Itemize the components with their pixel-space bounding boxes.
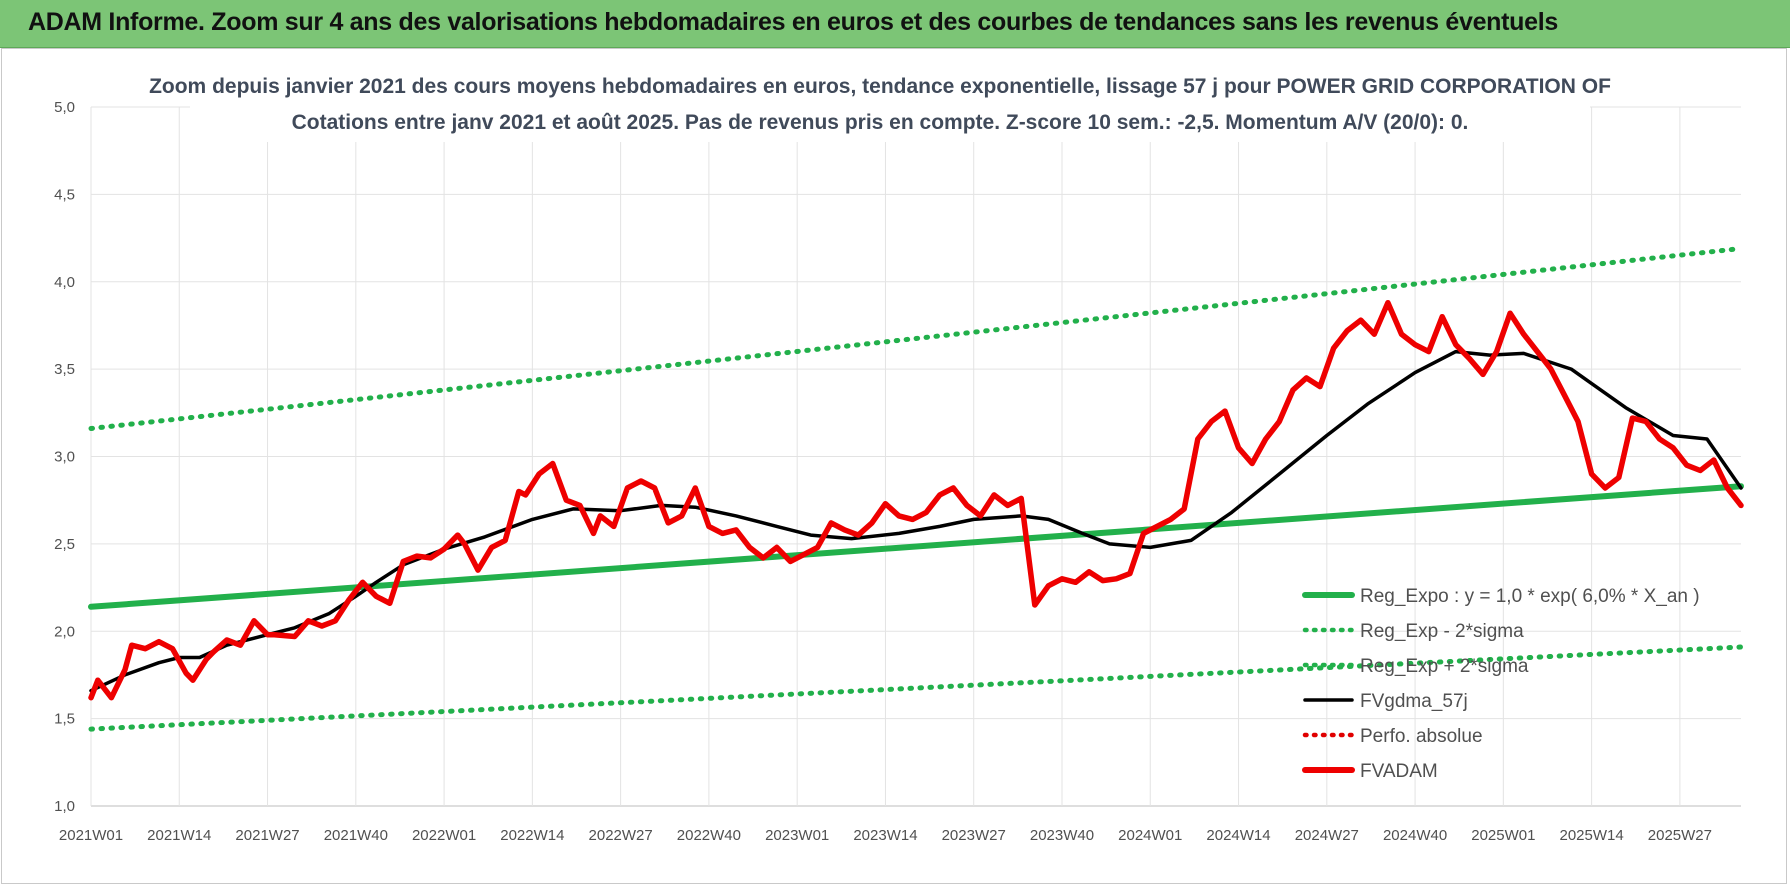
legend-reg-exp-plus-label: Reg_Exp + 2*sigma (1360, 656, 1529, 677)
x-tick-label: 2025W14 (1560, 827, 1624, 844)
x-tick-label: 2023W40 (1030, 827, 1094, 844)
chart-frame (1, 48, 1787, 884)
title-banner: ADAM Informe. Zoom sur 4 ans des valoris… (0, 0, 1790, 48)
x-tick-label: 2025W01 (1471, 827, 1535, 844)
x-tick-label: 2023W27 (942, 827, 1006, 844)
chart-axes: 1,0 1,5 2,0 2,5 3,0 3,5 4,0 4,5 5,0 2021W01 2021W1… (54, 99, 1712, 844)
x-tick-label: 2022W14 (500, 827, 564, 844)
x-tick-label: 2023W14 (853, 827, 917, 844)
x-tick-label: 2024W40 (1383, 827, 1447, 844)
x-tick-label: 2023W01 (765, 827, 829, 844)
legend-reg-exp-minus-label: Reg_Exp - 2*sigma (1360, 621, 1524, 642)
x-tick-label: 2025W27 (1648, 827, 1712, 844)
y-tick-label: 5,0 (54, 99, 75, 116)
x-tick-label: 2022W27 (589, 827, 653, 844)
chart-title: Zoom depuis janvier 2021 des cours moyen… (149, 75, 1611, 98)
legend-fvadam-label: FVADAM (1360, 761, 1438, 782)
chart-grid (90, 70, 1741, 807)
y-tick-label: 4,5 (54, 186, 75, 203)
title-backdrop (190, 70, 1590, 142)
x-tick-label: 2021W40 (324, 827, 388, 844)
chart-series (88, 246, 1744, 732)
chart-legend: Reg_Expo : y = 1,0 * exp( 6,0% * X_an ) R… (1302, 586, 1700, 782)
chart-subtitle: Cotations entre janv 2021 et août 2025. … (292, 111, 1469, 134)
y-tick-label: 1,0 (54, 798, 75, 815)
fvadam-line (88, 299, 1744, 701)
y-tick-label: 2,0 (54, 623, 75, 640)
y-tick-label: 4,0 (54, 274, 75, 291)
x-tick-label: 2022W40 (677, 827, 741, 844)
y-tick-label: 2,5 (54, 536, 75, 553)
legend-reg-expo-label: Reg_Expo : y = 1,0 * exp( 6,0% * X_an ) (1360, 586, 1700, 607)
y-tick-label: 3,0 (54, 449, 75, 466)
x-tick-label: 2021W14 (147, 827, 211, 844)
x-tick-label: 2024W27 (1295, 827, 1359, 844)
reg-exp-plus-2sigma-line (88, 246, 1744, 431)
x-tick-label: 2022W01 (412, 827, 476, 844)
x-tick-label: 2021W01 (59, 827, 123, 844)
banner-title: ADAM Informe. Zoom sur 4 ans des valoris… (28, 8, 1558, 36)
x-tick-label: 2024W14 (1206, 827, 1270, 844)
y-tick-label: 3,5 (54, 361, 75, 378)
x-tick-label: 2024W01 (1118, 827, 1182, 844)
y-tick-label: 1,5 (54, 711, 75, 728)
legend-perfo-absolue-label: Perfo. absolue (1360, 726, 1483, 747)
legend-fvgdma-label: FVgdma_57j (1360, 691, 1468, 712)
x-tick-label: 2021W27 (235, 827, 299, 844)
